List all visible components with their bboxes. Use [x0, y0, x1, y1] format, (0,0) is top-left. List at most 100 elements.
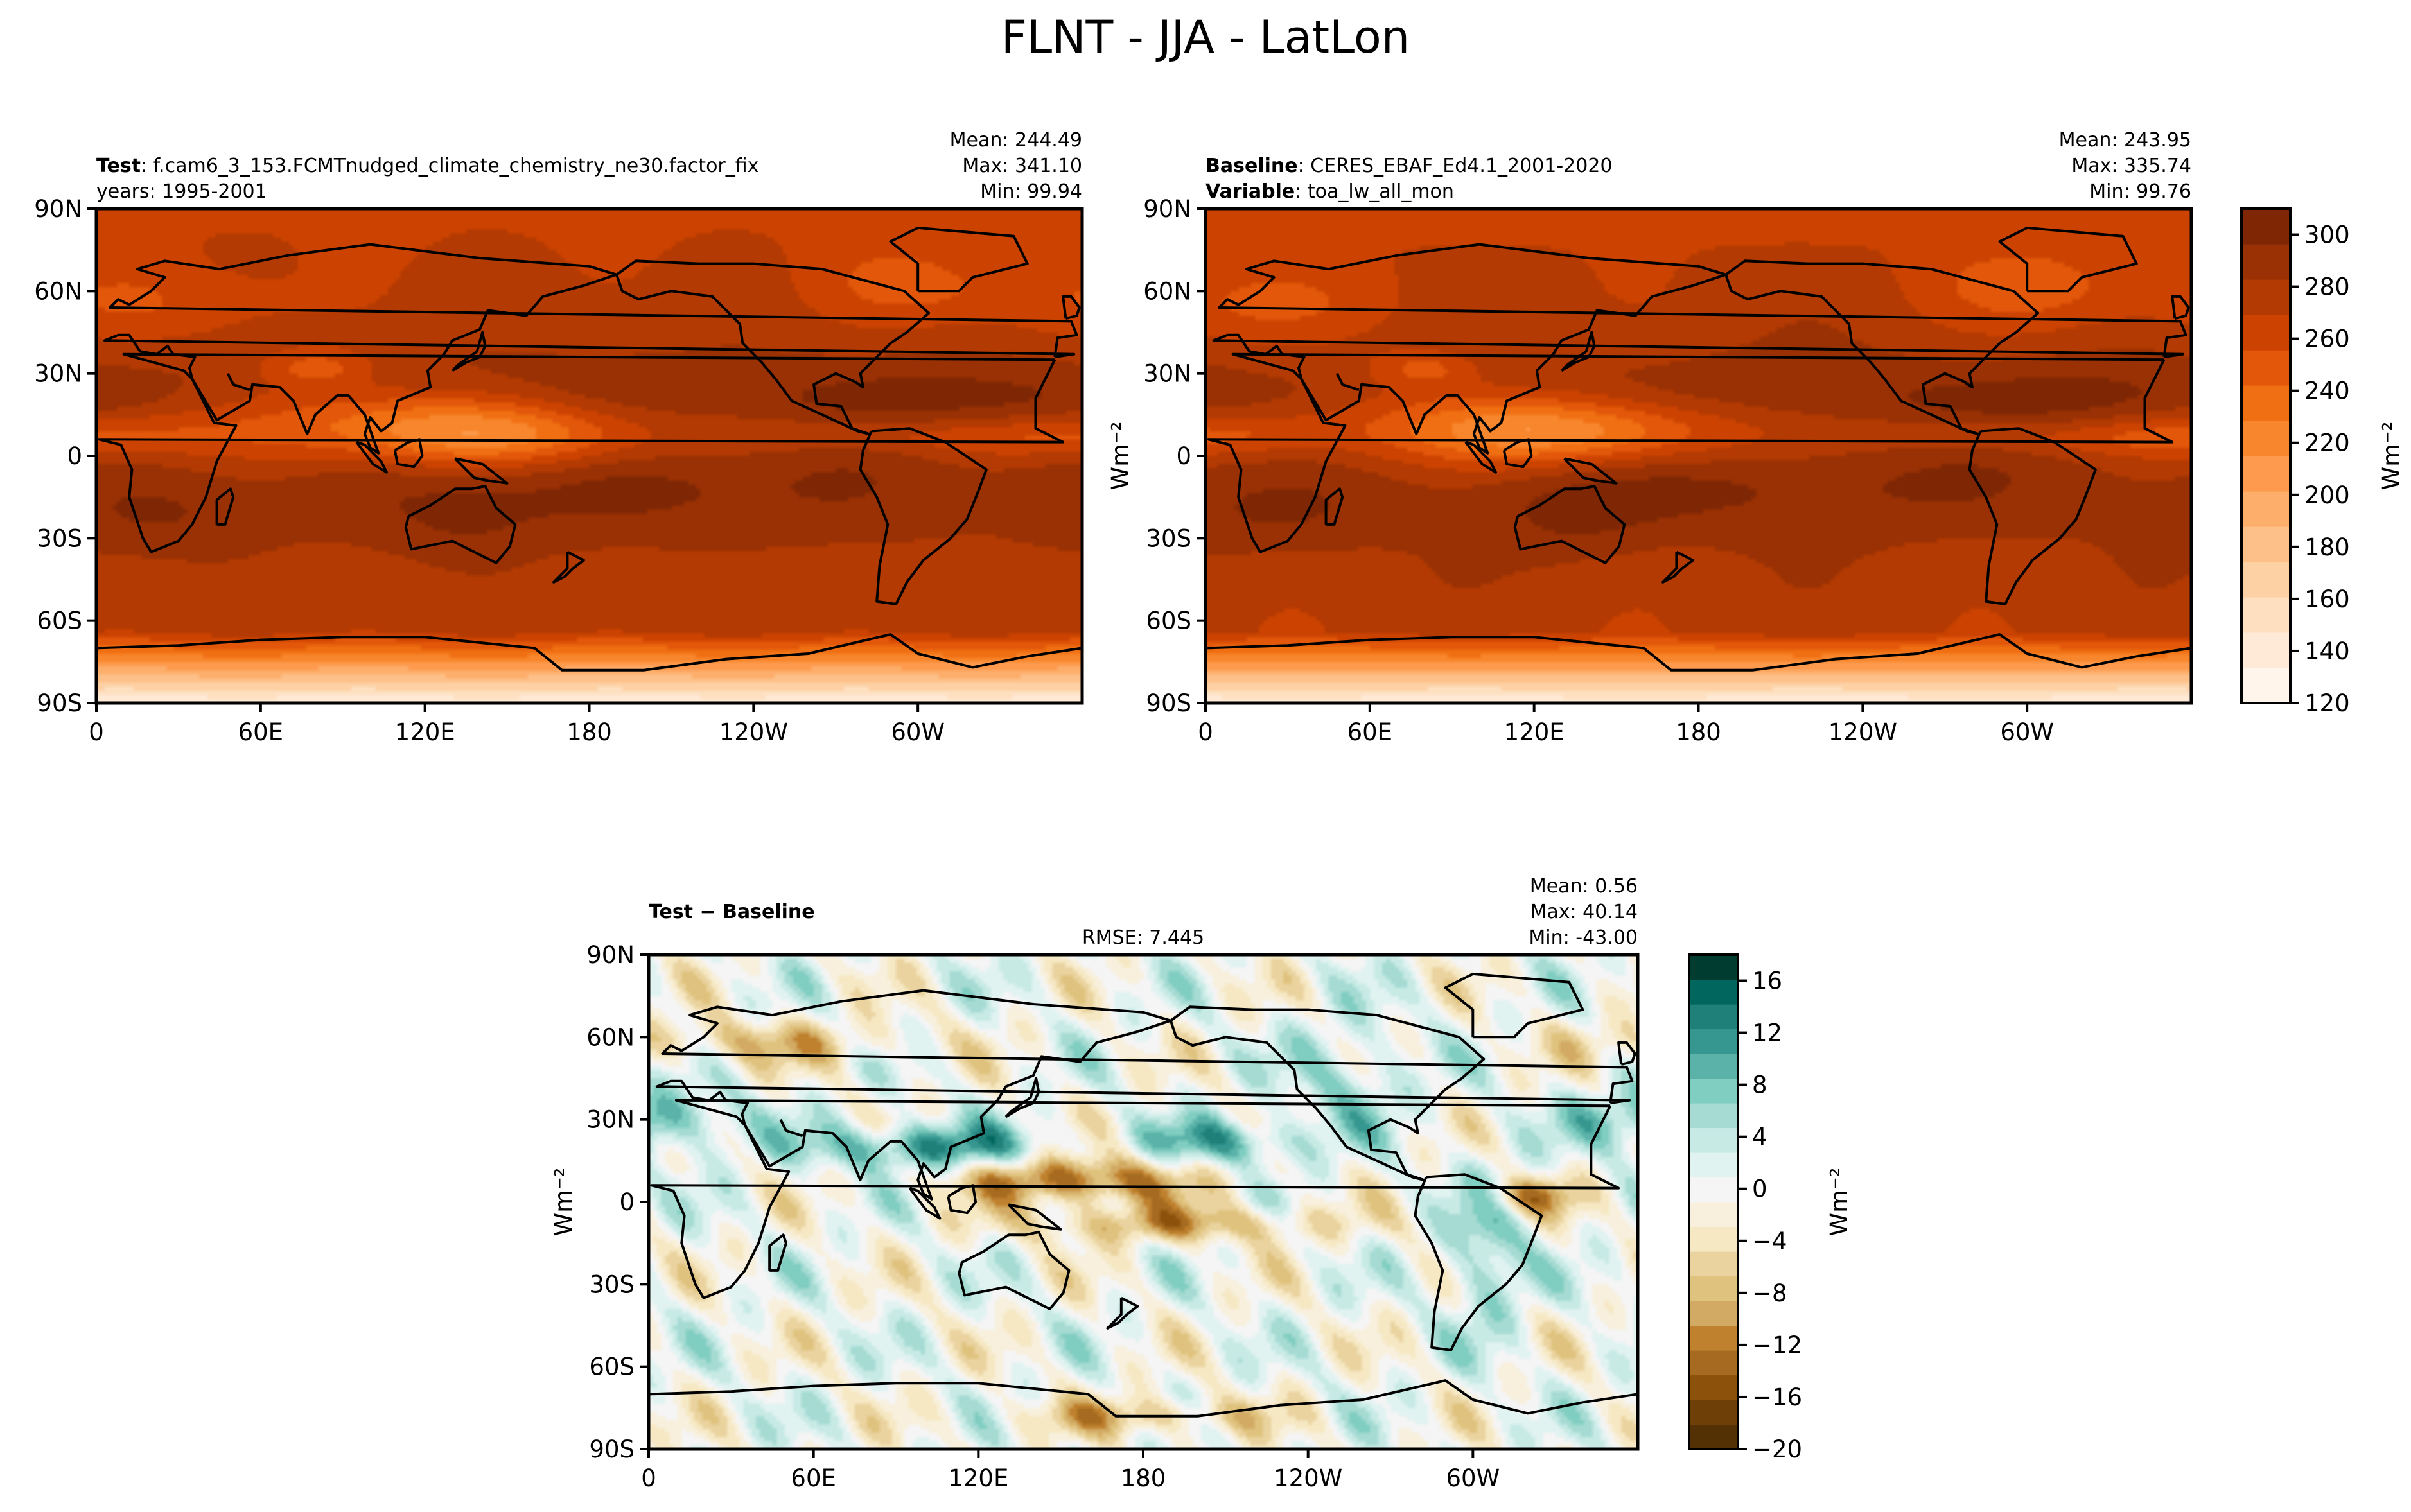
diff-coastlines: [648, 972, 1638, 1418]
baseline-coastline-12: [1464, 440, 1497, 474]
diff-colorbar-bin-11: [1689, 1152, 1738, 1178]
test-ytick-label: 0: [67, 442, 82, 470]
baseline-coastline-1: [1212, 243, 2187, 455]
test-coastline-8: [1062, 295, 1081, 320]
baseline-xtick-label: 120E: [1504, 718, 1565, 746]
test-coastline-5: [859, 427, 988, 605]
diff-colorbar-tick-label: −20: [1752, 1436, 1802, 1463]
baseline-colorbar-bin-5: [2241, 491, 2290, 527]
test-coastline-9: [451, 331, 487, 372]
diff-colorbar-bin-18: [1689, 979, 1738, 1005]
baseline-colorbar-tick-label: 260: [2304, 326, 2350, 353]
diff-colorbar-frame: [1688, 953, 1739, 1450]
test-coastlines: [96, 226, 1083, 672]
baseline-colorbar-tick-label: 300: [2304, 222, 2350, 249]
diff-coastline-12: [908, 1186, 942, 1220]
test-xtick-label: 60E: [238, 718, 283, 746]
test-coastline-12: [355, 440, 388, 474]
diff-colorbar-tick-label: 8: [1752, 1072, 1767, 1099]
panels: 0 60E 120E 180 120W 60W 90N 60N 30N 0 30S 60S 90S Tes…: [34, 129, 2405, 1492]
baseline-colorbar-bin-13: [2241, 209, 2290, 245]
diff-xtick-label: 120W: [1274, 1464, 1342, 1492]
test-coastline-3: [615, 259, 931, 435]
diff-ytick-label: 30S: [589, 1271, 635, 1298]
baseline-colorbar-tick-label: 240: [2304, 378, 2350, 405]
test-ytick-label: 30N: [34, 360, 82, 388]
baseline-header-line1-rest: : CERES_EBAF_Ed4.1_2001-2020: [1298, 155, 1613, 177]
baseline-ytick-label: 90S: [1146, 690, 1191, 717]
diff-ytick-label: 30N: [586, 1106, 635, 1134]
diff-colorbar-tick-label: 0: [1752, 1176, 1767, 1203]
test-header-line1-rest: : f.cam6_3_153.FCMTnudged_climate_chemis…: [141, 155, 758, 177]
baseline-ytick-label: 0: [1176, 442, 1191, 470]
baseline-colorbar-tick-label: 160: [2304, 586, 2350, 613]
diff-colorbar-bin-14: [1689, 1078, 1738, 1104]
baseline-colorbar-bin-12: [2241, 244, 2290, 280]
diff-xtick-label: 180: [1121, 1464, 1166, 1492]
baseline-colorbar-bin-1: [2241, 632, 2290, 668]
baseline-coastline-7: [1205, 633, 2192, 672]
diff-ytick-label: 0: [619, 1188, 635, 1216]
baseline-coastline-6: [1513, 485, 1626, 564]
diff-coastline-1: [655, 989, 1634, 1201]
baseline-colorbar-bin-6: [2241, 456, 2290, 492]
diff-colorbar-bin-2: [1689, 1375, 1738, 1400]
baseline-xtick-label: 0: [1198, 718, 1213, 746]
test-coastline-4: [889, 226, 1029, 293]
diff-header-center: RMSE: 7.445: [1082, 926, 1204, 949]
diff-ytick-label: 60S: [589, 1353, 635, 1381]
test-coastline-10: [215, 487, 235, 526]
baseline-colorbar-tick-label: 140: [2304, 638, 2350, 665]
test-coastline-2: [226, 372, 250, 392]
baseline-ytick-label: 30S: [1146, 525, 1191, 552]
diff-colorbar-bin-13: [1689, 1103, 1738, 1129]
baseline-colorbar-label: Wm⁻²: [2378, 422, 2405, 491]
baseline-colorbar-bin-2: [2241, 597, 2290, 633]
baseline-colorbar-tick-label: 220: [2304, 430, 2350, 457]
baseline-coastline-2: [1335, 372, 1360, 392]
diff-stat-0: Mean: 0.56: [1530, 875, 1638, 898]
baseline-colorbar-tick-label: 180: [2304, 534, 2350, 561]
baseline-header-line1: Baseline: CERES_EBAF_Ed4.1_2001-2020: [1206, 155, 1613, 177]
diff-stat-2: Min: -43.00: [1529, 926, 1638, 949]
baseline-ytick-label: 60S: [1146, 607, 1191, 635]
diff-ytick-label: 90S: [589, 1436, 635, 1463]
diff-colorbar-bin-16: [1689, 1029, 1738, 1054]
baseline-header-line1-bold: Baseline: [1206, 155, 1298, 177]
test-header-line1-bold: Test: [96, 155, 141, 177]
diff-colorbar-label: Wm⁻²: [1825, 1168, 1853, 1237]
baseline-colorbar-tick-label: 200: [2304, 482, 2350, 509]
diff-xtick-label: 120E: [948, 1464, 1008, 1492]
diff-coastline-11: [947, 1184, 978, 1215]
test-ytick-label: 90S: [37, 690, 82, 717]
baseline-coastline-5: [1968, 427, 2097, 605]
diff-coastline-3: [1169, 1005, 1486, 1181]
baseline-colorbar-bin-11: [2241, 279, 2290, 315]
diff-stat-1: Max: 40.14: [1530, 901, 1638, 923]
diff-coastline-9: [1004, 1077, 1040, 1118]
diff-coastline-5: [1414, 1173, 1543, 1351]
baseline-field: [1206, 209, 2191, 703]
diff-coastline-4: [1444, 972, 1584, 1039]
diff-ytick-label: 90N: [586, 941, 635, 969]
baseline-coastline-13: [1563, 457, 1618, 485]
test-xtick-label: 120W: [719, 718, 788, 746]
baseline-header-line2-rest: : toa_lw_all_mon: [1295, 180, 1454, 203]
test-ytick-label: 90N: [34, 195, 82, 223]
diff-colorbar-tick-label: −12: [1752, 1332, 1802, 1359]
test-coastline-7: [96, 633, 1083, 672]
baseline-colorbar-tick-label: 120: [2304, 690, 2350, 717]
test-coastline-1: [103, 243, 1078, 455]
test-xtick-label: 0: [89, 718, 104, 746]
diff-colorbar-bin-9: [1689, 1202, 1738, 1228]
baseline-header-line2: Variable: toa_lw_all_mon: [1206, 180, 1454, 203]
baseline-colorbar-bin-10: [2241, 315, 2290, 351]
test-stat-1: Max: 341.10: [962, 155, 1082, 177]
test-coastline-6: [404, 485, 517, 564]
test-ytick-label: 60N: [34, 277, 82, 305]
baseline-ytick-label: 60N: [1143, 277, 1191, 305]
baseline-stat-2: Min: 99.76: [2089, 180, 2191, 203]
baseline-colorbar-bin-9: [2241, 350, 2290, 386]
diff-colorbar-tick-label: 12: [1752, 1020, 1782, 1047]
baseline-coastlines: [1205, 226, 2192, 672]
